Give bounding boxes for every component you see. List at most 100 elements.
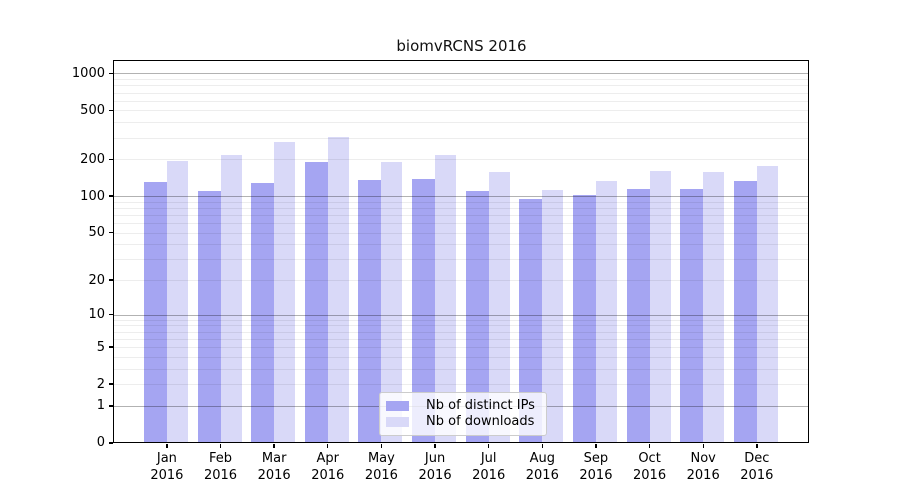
x-tick-month: Mar [261, 451, 287, 466]
x-axis-tick-label: Aug 2016 [515, 450, 569, 484]
gridline-minor [114, 201, 809, 203]
gridline-minor [114, 232, 809, 234]
y-axis-tick-label: 100 [80, 188, 105, 204]
x-axis-tick-label: Oct 2016 [623, 450, 677, 484]
x-tick-year: 2016 [579, 468, 613, 483]
gridline-minor [114, 159, 809, 161]
bar-sep-distinct-ips [572, 194, 596, 444]
y-axis-tick [109, 405, 113, 407]
y-axis-tick [109, 195, 113, 197]
y-axis-tick-label: 1000 [71, 65, 105, 81]
gridline-minor [114, 319, 809, 321]
x-tick-month: Oct [638, 451, 661, 466]
legend-swatch-distinct-ips [386, 401, 409, 411]
y-axis-tick-label: 20 [88, 272, 105, 288]
bar-aug-distinct-ips [519, 198, 543, 444]
y-axis-tick [109, 231, 113, 234]
gridline-minor [114, 207, 809, 209]
bar-aug-downloads [542, 190, 564, 444]
legend-label-distinct-ips: Nb of distinct IPs [426, 398, 535, 413]
gridline-minor [114, 122, 809, 124]
x-axis-tick [648, 443, 651, 448]
bar-nov-downloads [703, 171, 725, 444]
x-axis-tick-label: Mar 2016 [247, 450, 301, 484]
y-axis-tick-label: 10 [88, 307, 105, 323]
y-axis-tick-label: 1 [96, 398, 105, 414]
gridline-minor [114, 110, 809, 112]
bar-jan-distinct-ips [143, 181, 167, 444]
x-tick-month: May [367, 451, 395, 466]
x-axis-tick [595, 443, 597, 448]
bar-jul-distinct-ips [465, 191, 489, 444]
bar-oct-downloads [649, 170, 671, 444]
y-axis-tick [109, 72, 113, 75]
gridline-minor [114, 347, 809, 349]
x-tick-month: Aug [529, 451, 555, 466]
gridline-major [114, 314, 809, 316]
x-tick-year: 2016 [311, 468, 345, 483]
bar-nov-distinct-ips [680, 189, 704, 444]
gridline-minor [114, 259, 809, 261]
x-axis-tick-label: Nov 2016 [676, 450, 730, 484]
bar-feb-distinct-ips [197, 191, 221, 444]
x-axis-tick [487, 443, 490, 448]
bar-dec-downloads [756, 165, 778, 444]
x-axis-tick-label: Jul 2016 [462, 450, 516, 484]
y-axis-tick-label: 2 [96, 376, 105, 392]
bar-feb-downloads [220, 155, 242, 444]
legend-item-distinct-ips: Nb of distinct IPs [386, 399, 538, 413]
x-axis-tick-label: Jan 2016 [140, 450, 194, 484]
gridline-minor [114, 356, 809, 358]
y-axis-tick-label: 50 [88, 225, 105, 241]
gridline-minor [114, 280, 809, 282]
x-axis-tick [327, 443, 329, 448]
gridline-minor [114, 384, 809, 386]
legend-box: Nb of distinct IPs Nb of downloads [379, 392, 547, 436]
x-tick-year: 2016 [472, 468, 506, 483]
bar-jan-downloads [166, 160, 188, 444]
y-axis-tick [109, 158, 113, 161]
x-axis-tick [702, 443, 704, 448]
x-axis-tick [166, 443, 168, 448]
x-axis-tick-label: Jun 2016 [408, 450, 462, 484]
bar-may-distinct-ips [358, 180, 382, 444]
chart-title: biomvRCNS 2016 [396, 37, 527, 55]
gridline-minor [114, 85, 809, 87]
x-tick-year: 2016 [740, 468, 774, 483]
y-axis-tick-label: 200 [80, 151, 105, 167]
x-axis-tick [273, 443, 275, 448]
y-axis-tick-label: 500 [80, 102, 105, 118]
x-tick-month: Dec [744, 451, 770, 466]
legend-swatch-downloads [386, 417, 409, 427]
gridline-minor [114, 100, 809, 102]
legend-item-downloads: Nb of downloads [386, 415, 538, 429]
x-tick-year: 2016 [203, 468, 238, 483]
bar-sep-downloads [595, 181, 617, 444]
x-axis-tick [756, 443, 758, 448]
x-tick-year: 2016 [418, 468, 452, 483]
x-axis-tick-label: May 2016 [354, 450, 408, 484]
bar-dec-distinct-ips [733, 181, 757, 444]
gridline-minor [114, 92, 809, 94]
gridline-minor [114, 338, 809, 340]
bar-oct-distinct-ips [626, 189, 650, 444]
bar-mar-downloads [274, 141, 296, 444]
bar-apr-downloads [327, 137, 349, 444]
x-tick-month: Apr [316, 451, 340, 466]
x-tick-year: 2016 [150, 468, 184, 483]
legend-label-downloads: Nb of downloads [426, 414, 535, 429]
bar-jun-distinct-ips [412, 178, 436, 444]
x-axis-tick-label: Apr 2016 [301, 450, 355, 484]
x-axis-tick [380, 443, 383, 448]
y-axis-tick [109, 279, 113, 281]
gridline-minor [114, 244, 809, 246]
gridline-minor [114, 368, 809, 370]
x-axis-tick-label: Feb 2016 [194, 450, 248, 484]
gridline-minor [114, 137, 809, 139]
y-axis-tick [109, 346, 113, 348]
x-tick-year: 2016 [364, 468, 398, 483]
x-tick-year: 2016 [525, 468, 559, 483]
gridline-minor [114, 214, 809, 216]
bar-may-downloads [381, 162, 403, 444]
